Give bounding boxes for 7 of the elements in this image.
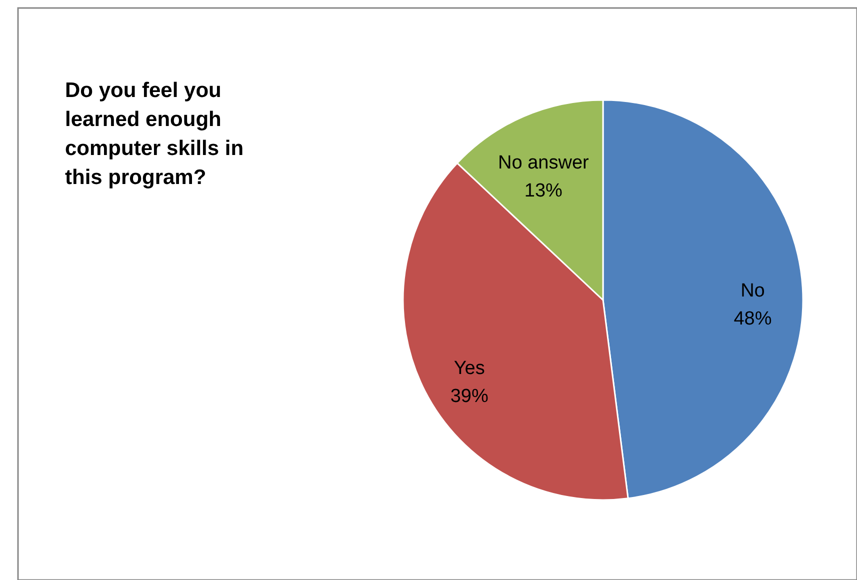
slice-label: No answer [498,152,590,174]
slice-label: No [740,280,765,302]
data-label: 13% [524,180,563,202]
slice-label: Yes [454,358,485,380]
data-label: 48% [734,308,772,330]
text: Do you feel you learned enough computer skills in this program? [65,79,244,189]
data-label: 39% [450,386,488,408]
